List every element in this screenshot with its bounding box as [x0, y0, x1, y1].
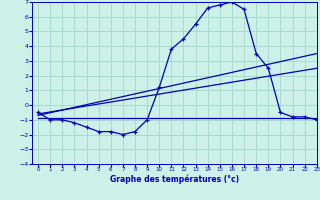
X-axis label: Graphe des températures (°c): Graphe des températures (°c) [110, 175, 239, 184]
